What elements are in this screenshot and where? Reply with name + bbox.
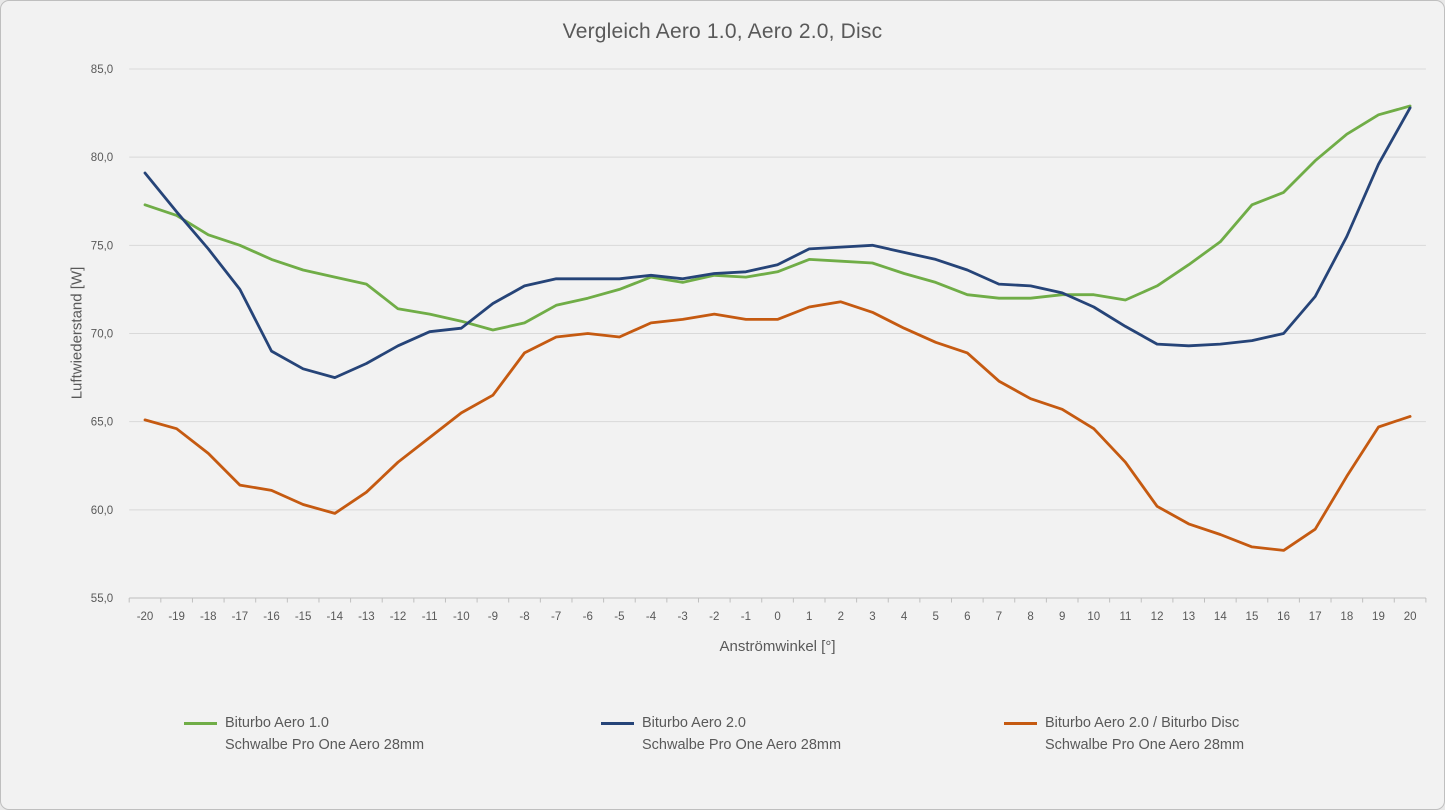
x-tick-label: 6 (964, 611, 970, 623)
x-tick-label: -1 (741, 611, 751, 623)
x-axis-title: Anströmwinkel [°] (719, 638, 836, 655)
y-tick-label: 55,0 (91, 593, 113, 605)
y-tick-label: 60,0 (91, 505, 113, 517)
legend-sublabel: Schwalbe Pro One Aero 28mm (1045, 737, 1245, 754)
x-tick-label: -6 (583, 611, 593, 623)
x-tick-label: -19 (168, 611, 185, 623)
x-tick-label: -16 (263, 611, 280, 623)
legend-label: Biturbo Aero 1.0 (225, 715, 329, 731)
x-tick-label: 17 (1309, 611, 1322, 623)
x-tick-label: 13 (1182, 611, 1195, 623)
x-tick-label: 20 (1404, 611, 1417, 623)
x-tick-label: -7 (551, 611, 561, 623)
x-tick-label: -13 (358, 611, 375, 623)
x-tick-label: -2 (709, 611, 719, 623)
x-tick-label: 10 (1087, 611, 1100, 623)
x-tick-label: -11 (422, 611, 438, 623)
x-tick-label: 1 (806, 611, 812, 623)
legend-swatch-disc (1004, 722, 1037, 725)
x-tick-label: 14 (1214, 611, 1227, 623)
legend-label: Biturbo Aero 2.0 (642, 715, 746, 731)
y-tick-label: 80,0 (91, 152, 113, 164)
x-tick-label: 9 (1059, 611, 1065, 623)
x-tick-label: -9 (488, 611, 498, 623)
y-tick-label: 70,0 (91, 329, 113, 341)
x-tick-label: 16 (1277, 611, 1290, 623)
x-tick-label: 11 (1119, 611, 1131, 623)
x-tick-label: -3 (678, 611, 688, 623)
legend: Biturbo Aero 1.0 Schwalbe Pro One Aero 2… (1, 712, 1444, 772)
legend-entry-disc: Biturbo Aero 2.0 / Biturbo Disc Schwalbe… (1004, 712, 1244, 757)
x-tick-label: -4 (646, 611, 657, 623)
x-tick-label: 4 (901, 611, 908, 623)
x-tick-label: 19 (1372, 611, 1385, 623)
x-tick-label: -8 (519, 611, 529, 623)
x-tick-label: 8 (1027, 611, 1033, 623)
y-tick-label: 85,0 (91, 64, 113, 76)
x-tick-label: -20 (137, 611, 154, 623)
x-tick-label: -18 (200, 611, 217, 623)
x-tick-label: -12 (390, 611, 407, 623)
legend-sublabel: Schwalbe Pro One Aero 28mm (642, 737, 842, 754)
series-line (143, 106, 1412, 380)
x-tick-label: -10 (453, 611, 470, 623)
legend-entry-aero2: Biturbo Aero 2.0 Schwalbe Pro One Aero 2… (601, 712, 841, 757)
y-tick-label: 75,0 (91, 240, 113, 252)
x-tick-label: 7 (996, 611, 1002, 623)
x-tick-label: -15 (295, 611, 312, 623)
x-tick-label: 5 (932, 611, 938, 623)
x-tick-label: 2 (838, 611, 844, 623)
x-tick-label: 15 (1246, 611, 1259, 623)
legend-swatch-aero2 (601, 722, 634, 725)
x-tick-label: 18 (1340, 611, 1353, 623)
x-tick-label: 12 (1151, 611, 1164, 623)
y-tick-label: 65,0 (91, 417, 113, 429)
series-line (143, 300, 1412, 552)
x-tick-label: 3 (869, 611, 875, 623)
legend-label: Biturbo Aero 2.0 / Biturbo Disc (1045, 715, 1240, 731)
legend-sublabel: Schwalbe Pro One Aero 28mm (225, 737, 425, 754)
legend-swatch-aero1 (184, 722, 217, 725)
x-tick-label: 0 (774, 611, 780, 623)
x-tick-label: -14 (326, 611, 343, 623)
y-axis-title: Luftwiederstand [W] (68, 266, 86, 400)
legend-entry-aero1: Biturbo Aero 1.0 Schwalbe Pro One Aero 2… (184, 712, 424, 757)
x-tick-label: -17 (232, 611, 249, 623)
chart-title: Vergleich Aero 1.0, Aero 2.0, Disc (562, 20, 883, 43)
series-line (143, 104, 1412, 332)
x-tick-label: -5 (614, 611, 624, 623)
